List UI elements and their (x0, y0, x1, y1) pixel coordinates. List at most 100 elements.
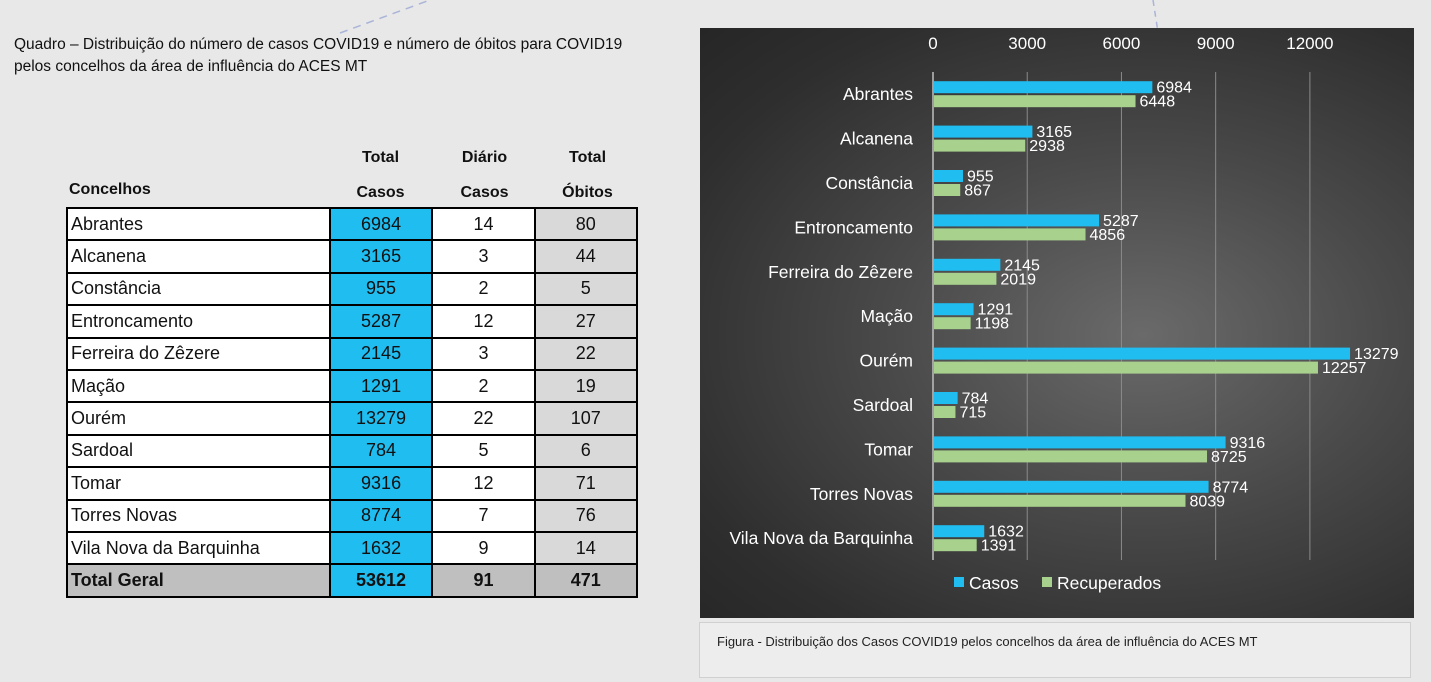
table-row: Constância 955 2 5 (66, 271, 639, 307)
data-label-casos: 1291 (978, 302, 1014, 319)
header-total-obitos-line2: Óbitos (562, 184, 613, 201)
x-tick-label: 6000 (1103, 34, 1141, 53)
header-total-casos-line1: Total (361, 149, 400, 166)
cell-diario: 14 (431, 206, 536, 242)
cell-diario: 5 (431, 433, 536, 469)
cell-concelho: Sardoal (66, 433, 331, 469)
cell-diario: 2 (431, 368, 536, 404)
cell-obitos: 71 (533, 466, 639, 501)
cell-diario: 12 (431, 466, 536, 501)
cell-casos: 1291 (328, 368, 434, 404)
data-label-recuperados: 1198 (975, 316, 1010, 333)
bar-recuperados (934, 272, 997, 285)
cell-casos: 2145 (328, 336, 434, 371)
y-category-label: Ourém (860, 351, 913, 371)
cell-obitos: 6 (533, 433, 639, 469)
x-tick-label: 9000 (1197, 34, 1235, 53)
y-category-label: Torres Novas (810, 484, 913, 504)
bar-recuperados (934, 494, 1186, 507)
data-label-recuperados: 8039 (1189, 493, 1225, 510)
y-category-label: Entroncamento (794, 217, 913, 237)
data-label-recuperados: 4856 (1090, 227, 1126, 244)
bar-recuperados (934, 228, 1086, 241)
x-tick-label: 0 (928, 34, 937, 53)
bar-casos (934, 214, 1100, 227)
bar-recuperados (934, 361, 1318, 374)
legend-label-recuperados: Recuperados (1057, 573, 1161, 593)
y-category-label: Sardoal (853, 395, 913, 415)
bar-recuperados (934, 450, 1208, 463)
figure-caption: Figura - Distribuição dos Casos COVID19 … (699, 622, 1411, 678)
cell-diario: 22 (431, 401, 536, 436)
header-diario-casos: Diário Casos (433, 140, 536, 210)
cell-concelho: Ferreira do Zêzere (66, 336, 331, 371)
data-label-casos: 13279 (1354, 346, 1399, 363)
cell-obitos: 14 (533, 530, 639, 566)
cell-concelho: Vila Nova da Barquinha (66, 530, 331, 566)
cell-concelho: Alcanena (66, 239, 331, 274)
data-label-casos: 9316 (1230, 435, 1266, 452)
data-label-casos: 5287 (1103, 213, 1139, 230)
cell-casos: 6984 (328, 206, 434, 242)
cell-obitos: 44 (533, 239, 639, 274)
table-row: Ferreira do Zêzere 2145 3 22 (66, 336, 639, 371)
bar-recuperados (934, 139, 1026, 152)
header-diario-casos-line2: Casos (460, 184, 509, 201)
bar-recuperados (934, 406, 956, 418)
table-row: Entroncamento 5287 12 27 (66, 304, 639, 339)
header-total-obitos-line1: Total (568, 149, 607, 166)
cell-casos: 8774 (328, 498, 434, 533)
header-diario-casos-line1: Diário (461, 149, 508, 166)
data-label-recuperados: 867 (964, 183, 991, 200)
table-caption-line-1: Quadro – Distribuição do número de casos… (14, 36, 623, 53)
data-label-casos: 955 (967, 169, 994, 186)
cell-total-diario: 91 (431, 563, 536, 598)
bar-recuperados (934, 184, 961, 196)
cell-casos: 3165 (328, 239, 434, 274)
cell-concelho: Abrantes (66, 206, 331, 242)
cell-diario: 12 (431, 304, 536, 339)
cell-diario: 7 (431, 498, 536, 533)
table-row: Vila Nova da Barquinha 1632 9 14 (66, 530, 639, 566)
table-row: Mação 1291 2 19 (66, 368, 639, 404)
cell-obitos: 80 (533, 206, 639, 242)
cell-casos: 5287 (328, 304, 434, 339)
cell-casos: 784 (328, 433, 434, 469)
bar-casos (934, 347, 1351, 360)
legend-swatch-casos (954, 577, 964, 587)
y-category-label: Ferreira do Zêzere (768, 262, 913, 282)
x-tick-label: 12000 (1286, 34, 1333, 53)
table-header: Concelhos Total Casos Diário Casos Total… (66, 145, 638, 207)
cell-total-label: Total Geral (66, 563, 331, 598)
bar-casos (934, 125, 1033, 138)
legend-label-casos: Casos (969, 573, 1019, 593)
cell-casos: 1632 (328, 530, 434, 566)
data-label-casos: 1632 (988, 524, 1024, 541)
cell-diario: 9 (431, 530, 536, 566)
bar-casos (934, 525, 985, 538)
bar-recuperados (934, 317, 971, 330)
table-caption: Quadro – Distribuição do número de casos… (14, 34, 694, 78)
cell-concelho: Torres Novas (66, 498, 331, 533)
y-category-label: Constância (825, 173, 913, 193)
y-category-label: Abrantes (843, 84, 913, 104)
table-row: Alcanena 3165 3 44 (66, 239, 639, 274)
cell-concelho: Ourém (66, 401, 331, 436)
bar-casos (934, 436, 1226, 449)
cell-diario: 3 (431, 239, 536, 274)
data-label-casos: 784 (962, 391, 989, 408)
cell-total-casos: 53612 (328, 563, 434, 598)
data-label-casos: 3165 (1036, 124, 1072, 141)
bar-casos (934, 170, 963, 182)
table-row: Ourém 13279 22 107 (66, 401, 639, 436)
data-label-recuperados: 2019 (1000, 271, 1036, 288)
header-total-casos-line2: Casos (356, 184, 405, 201)
data-label-casos: 2145 (1004, 257, 1040, 274)
cell-concelho: Tomar (66, 466, 331, 501)
y-category-label: Alcanena (840, 129, 913, 149)
header-total-casos: Total Casos (329, 140, 432, 210)
data-label-recuperados: 1391 (981, 538, 1017, 555)
data-label-casos: 8774 (1213, 479, 1249, 496)
table-total-row: Total Geral 53612 91 471 (66, 563, 639, 598)
data-label-recuperados: 8725 (1211, 449, 1247, 466)
